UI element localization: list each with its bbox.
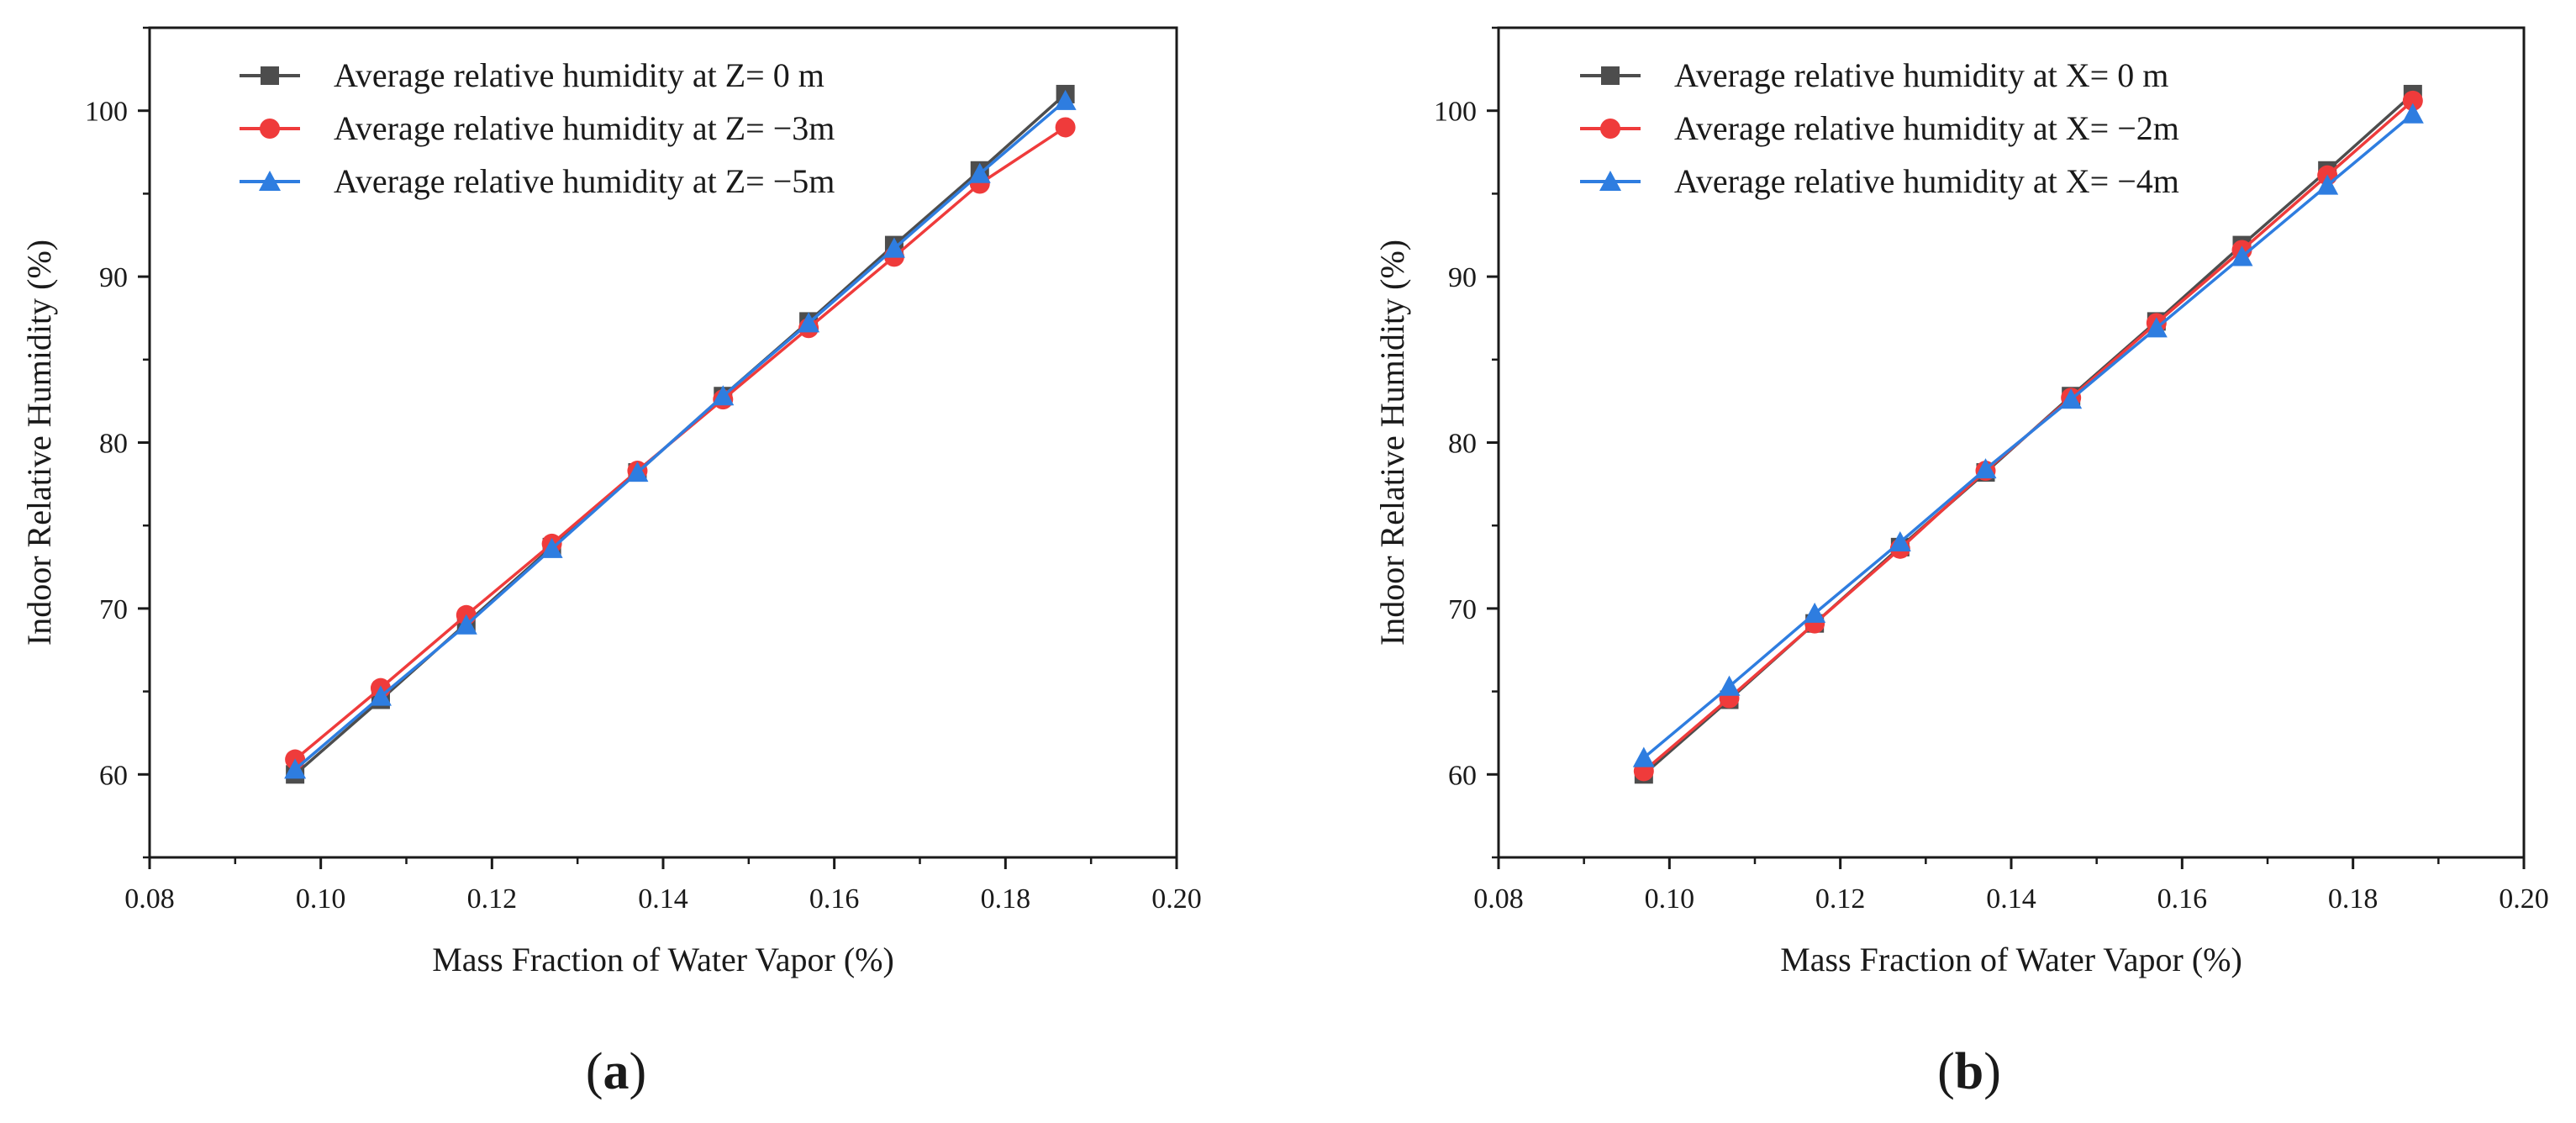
legend-entry: Average relative humidity at X= −4m	[1674, 162, 2179, 200]
series-line	[293, 125, 1067, 761]
series-triangle	[1632, 103, 2424, 767]
data-point	[968, 162, 991, 183]
y-tick-label: 80	[99, 429, 128, 460]
legend-entry: Average relative humidity at Z= 0 m	[334, 56, 824, 94]
y-axis-title: Indoor Relative Humidity (%)	[1373, 240, 1411, 646]
data-point	[626, 461, 649, 482]
x-tick-label: 0.14	[1986, 883, 2036, 915]
data-point	[540, 537, 563, 558]
y-tick-label: 70	[1448, 594, 1477, 625]
y-tick-label: 80	[1448, 429, 1477, 460]
legend-entry: Average relative humidity at X= −2m	[1674, 109, 2179, 147]
x-tick-label: 0.18	[2328, 883, 2378, 915]
data-point	[798, 312, 820, 333]
chart-panel-a: 0.08 0.10 0.12 0.14 0.16 0.18 0.20 60 70 80 90 100 M…	[20, 26, 1202, 1100]
x-tick-label: 0.08	[1473, 883, 1524, 915]
x-tick-label: 0.10	[1645, 883, 1695, 915]
y-tick-label: 90	[1448, 262, 1477, 293]
series-line	[1642, 113, 2414, 759]
data-point	[1054, 89, 1077, 110]
legend-marker	[1600, 119, 1620, 139]
legend-marker	[260, 119, 280, 139]
x-tick-label: 0.14	[638, 883, 688, 915]
data-point	[1804, 602, 1826, 623]
data-point	[1889, 530, 1911, 551]
legend: Average relative humidity at X= 0 m Avera…	[1580, 56, 2179, 200]
y-tick-label: 100	[85, 97, 128, 128]
data-point	[2316, 174, 2339, 195]
legend-marker	[261, 66, 279, 85]
data-point	[2401, 103, 2424, 124]
x-tick-label: 0.12	[467, 883, 518, 915]
data-point	[284, 758, 307, 779]
x-tick-label: 0.20	[2499, 883, 2549, 915]
y-tick-label: 90	[99, 262, 128, 293]
legend-marker	[1601, 66, 1620, 85]
data-point	[2145, 317, 2168, 338]
legend-entry: Average relative humidity at X= 0 m	[1674, 56, 2168, 94]
panel-label: (b)	[1937, 1043, 2001, 1100]
y-axis-title: Indoor Relative Humidity (%)	[20, 240, 58, 646]
legend-entry: Average relative humidity at Z= −3m	[334, 109, 835, 147]
data-point	[2231, 245, 2253, 266]
series-triangle	[284, 89, 1077, 779]
series-circle	[285, 117, 1076, 770]
x-tick-label: 0.18	[981, 883, 1031, 915]
data-point	[1974, 458, 1997, 479]
legend-entry: Average relative humidity at Z= −5m	[334, 162, 835, 200]
data-point	[1055, 117, 1076, 138]
y-tick-label: 70	[99, 594, 128, 625]
legend: Average relative humidity at Z= 0 m Avera…	[240, 56, 835, 200]
legend-marker	[259, 171, 281, 192]
series-line	[293, 99, 1067, 771]
data-point	[369, 685, 392, 706]
x-axis-title: Mass Fraction of Water Vapor (%)	[1780, 941, 2242, 978]
x-tick-label: 0.20	[1151, 883, 1202, 915]
x-tick-label: 0.12	[1815, 883, 1866, 915]
data-point	[712, 385, 735, 406]
chart-panel-b: 0.08 0.10 0.12 0.14 0.16 0.18 0.20 60 70 80 90 100 M…	[1373, 26, 2549, 1100]
x-axis-title: Mass Fraction of Water Vapor (%)	[432, 941, 894, 978]
data-point	[1718, 675, 1741, 696]
x-tick-label: 0.16	[2157, 883, 2208, 915]
plot-frame	[1497, 26, 2526, 859]
x-tick-label: 0.16	[809, 883, 860, 915]
data-point	[1632, 746, 1655, 767]
data-point	[882, 237, 905, 258]
x-tick-label: 0.10	[296, 883, 346, 915]
y-tick-label: 60	[1448, 760, 1477, 791]
data-point	[455, 614, 477, 635]
y-tick-label: 60	[99, 760, 128, 791]
data-point	[2060, 388, 2083, 409]
data-point	[2402, 90, 2423, 111]
plot-frame	[148, 26, 1178, 859]
y-tick-label: 100	[1434, 97, 1477, 128]
x-tick-label: 0.08	[124, 883, 175, 915]
legend-marker	[1599, 171, 1621, 192]
panel-label: (a)	[586, 1043, 646, 1100]
